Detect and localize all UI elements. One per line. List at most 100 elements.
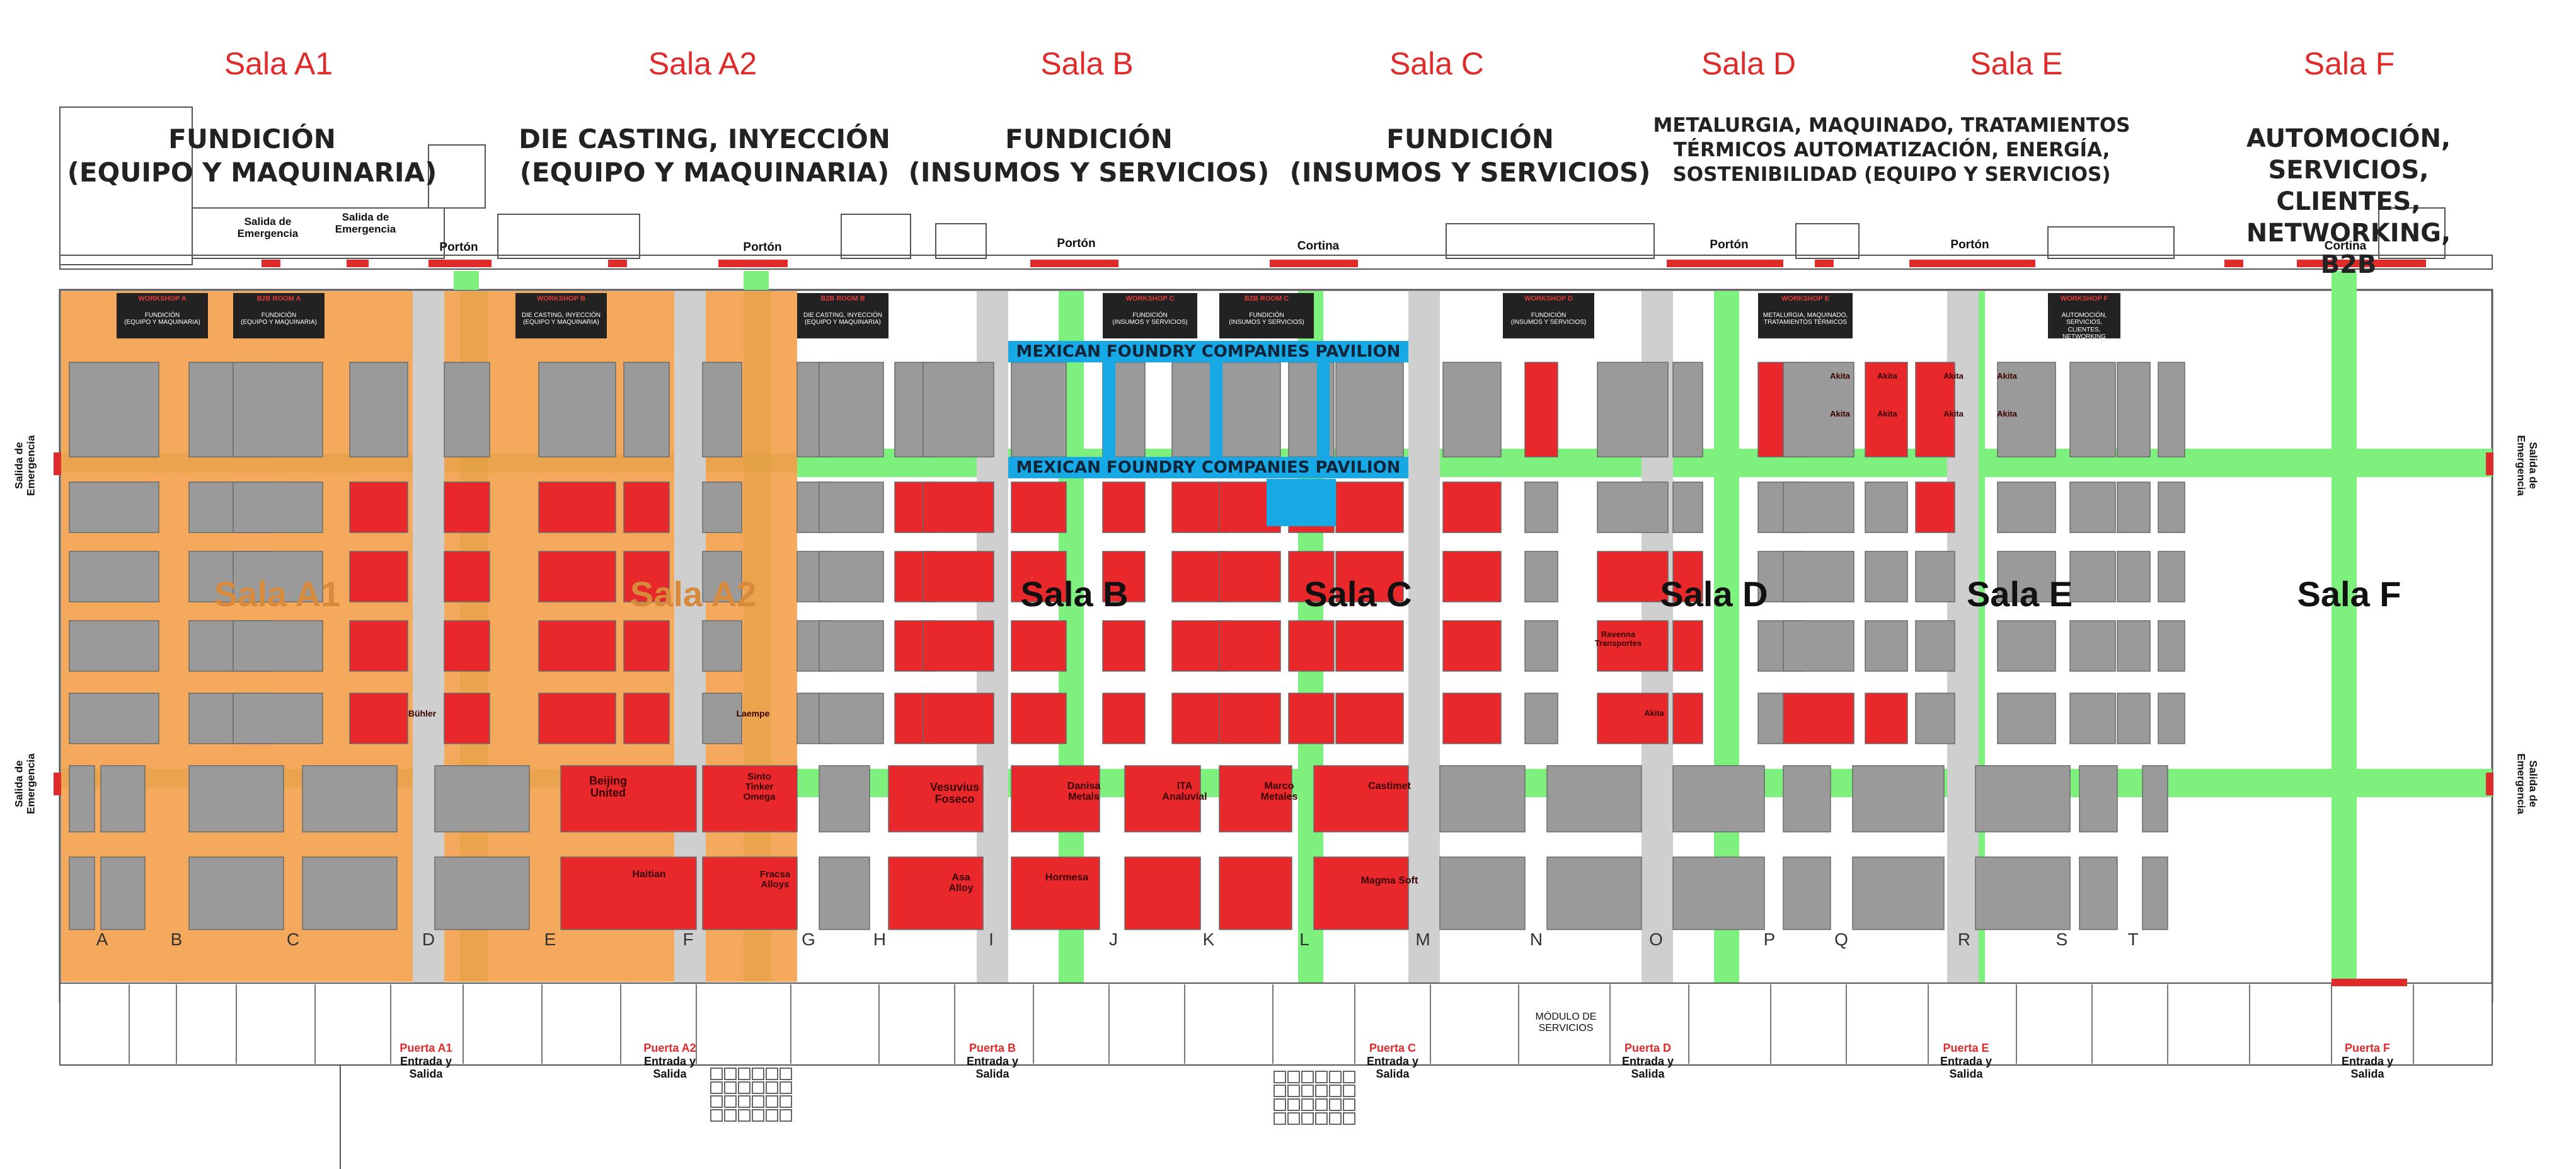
booth[interactable] <box>1313 765 1409 832</box>
exhibitor-label[interactable]: Akita <box>1997 371 2017 381</box>
booth[interactable] <box>1439 765 1526 832</box>
booth[interactable] <box>1011 765 1100 832</box>
booth[interactable] <box>1546 765 1642 832</box>
booth[interactable] <box>1219 620 1281 672</box>
booth[interactable] <box>819 481 884 533</box>
booth[interactable] <box>1672 693 1703 744</box>
booth[interactable] <box>233 481 323 533</box>
booth[interactable] <box>444 693 490 744</box>
booth[interactable] <box>1783 362 1854 458</box>
booth[interactable] <box>1335 362 1404 458</box>
booth[interactable] <box>623 481 670 533</box>
exhibitor-label[interactable]: Magma Soft <box>1360 875 1418 886</box>
workshop-room[interactable]: B2B ROOM A FUNDICIÓN (EQUIPO Y MAQUINARIA… <box>233 293 325 338</box>
exhibitor-label[interactable]: Akita <box>1877 371 1897 381</box>
booth[interactable] <box>1783 620 1854 672</box>
booth[interactable] <box>819 620 884 672</box>
booth[interactable] <box>1219 693 1281 744</box>
booth[interactable] <box>1597 620 1669 672</box>
exhibitor-label[interactable]: Akita <box>1830 409 1850 418</box>
booth[interactable] <box>1915 693 1955 744</box>
workshop-room[interactable]: B2B ROOM C FUNDICIÓN (INSUMOS Y SERVICIOS… <box>1219 293 1314 338</box>
booth[interactable] <box>349 620 408 672</box>
booth[interactable] <box>2158 693 2185 744</box>
booth[interactable] <box>349 362 408 458</box>
booth[interactable] <box>702 856 798 930</box>
exhibitor-label[interactable]: Akita <box>1943 409 1964 418</box>
booth[interactable] <box>702 693 742 744</box>
exhibitor-label[interactable]: Ravenna Transportes <box>1594 630 1642 648</box>
booth[interactable] <box>702 481 742 533</box>
door-d[interactable]: Puerta D Entrada y Salida <box>1621 1042 1674 1081</box>
exhibitor-label[interactable]: Laempe <box>736 708 770 718</box>
booth[interactable] <box>100 856 146 930</box>
exhibitor-label[interactable]: Asa Alloy <box>948 872 974 894</box>
booth[interactable] <box>1524 620 1558 672</box>
booth[interactable] <box>1102 693 1146 744</box>
booth[interactable] <box>434 856 530 930</box>
hall-heading-d[interactable]: Sala D <box>1701 46 1797 81</box>
door-f[interactable]: Puerta F Entrada y Salida <box>2341 1042 2394 1081</box>
booth[interactable] <box>923 693 994 744</box>
booth[interactable] <box>1313 856 1409 930</box>
booth[interactable] <box>1852 765 1945 832</box>
booth[interactable] <box>233 362 323 458</box>
workshop-room[interactable]: WORKSHOP A FUNDICIÓN (EQUIPO Y MAQUINARIA… <box>117 293 208 338</box>
booth[interactable] <box>923 620 994 672</box>
booth[interactable] <box>1597 551 1669 602</box>
booth[interactable] <box>819 551 884 602</box>
booth[interactable] <box>1672 362 1703 458</box>
workshop-room[interactable]: WORKSHOP B DIE CASTING, INYECCIÓN (EQUIPO… <box>515 293 607 338</box>
booth[interactable] <box>1524 693 1558 744</box>
booth[interactable] <box>888 765 984 832</box>
booth[interactable] <box>538 551 616 602</box>
booth[interactable] <box>1524 481 1558 533</box>
booth[interactable] <box>702 551 742 602</box>
booth[interactable] <box>1997 481 2056 533</box>
booth[interactable] <box>538 481 616 533</box>
exhibitor-label[interactable]: Vesuvius Foseco <box>929 781 980 805</box>
booth[interactable] <box>819 856 870 930</box>
booth[interactable] <box>1219 551 1281 602</box>
booth[interactable] <box>2158 620 2185 672</box>
booth[interactable] <box>1915 551 1955 602</box>
door-a1[interactable]: Puerta A1 Entrada y Salida <box>400 1042 452 1081</box>
booth[interactable] <box>1335 551 1404 602</box>
booth[interactable] <box>1783 481 1854 533</box>
booth[interactable] <box>923 481 994 533</box>
booth[interactable] <box>819 362 884 458</box>
booth[interactable] <box>923 362 994 458</box>
booth[interactable] <box>2117 620 2151 672</box>
booth[interactable] <box>1442 481 1502 533</box>
booth[interactable] <box>888 856 984 930</box>
booth[interactable] <box>1102 551 1146 602</box>
booth[interactable] <box>2117 551 2151 602</box>
booth[interactable] <box>623 693 670 744</box>
workshop-room[interactable]: WORKSHOP C FUNDICIÓN (INSUMOS Y SERVICIOS… <box>1103 293 1197 338</box>
booth[interactable] <box>233 620 323 672</box>
booth[interactable] <box>444 551 490 602</box>
booth[interactable] <box>444 620 490 672</box>
booth[interactable] <box>2069 551 2116 602</box>
booth[interactable] <box>1997 620 2056 672</box>
booth[interactable] <box>1288 693 1335 744</box>
booth[interactable] <box>69 481 159 533</box>
booth[interactable] <box>2069 693 2116 744</box>
booth[interactable] <box>1524 362 1558 458</box>
booth[interactable] <box>349 481 408 533</box>
booth[interactable] <box>1102 481 1146 533</box>
booth[interactable] <box>1524 551 1558 602</box>
booth[interactable] <box>1011 620 1067 672</box>
booth[interactable] <box>1915 620 1955 672</box>
booth[interactable] <box>1442 693 1502 744</box>
booth[interactable] <box>2079 856 2118 930</box>
booth[interactable] <box>1171 551 1228 602</box>
booth[interactable] <box>702 362 742 458</box>
booth[interactable] <box>702 765 798 832</box>
booth[interactable] <box>1672 481 1703 533</box>
booth[interactable] <box>1852 856 1945 930</box>
booth[interactable] <box>69 765 95 832</box>
booth[interactable] <box>1865 693 1908 744</box>
booth[interactable] <box>1597 693 1669 744</box>
booth[interactable] <box>1915 481 1955 533</box>
